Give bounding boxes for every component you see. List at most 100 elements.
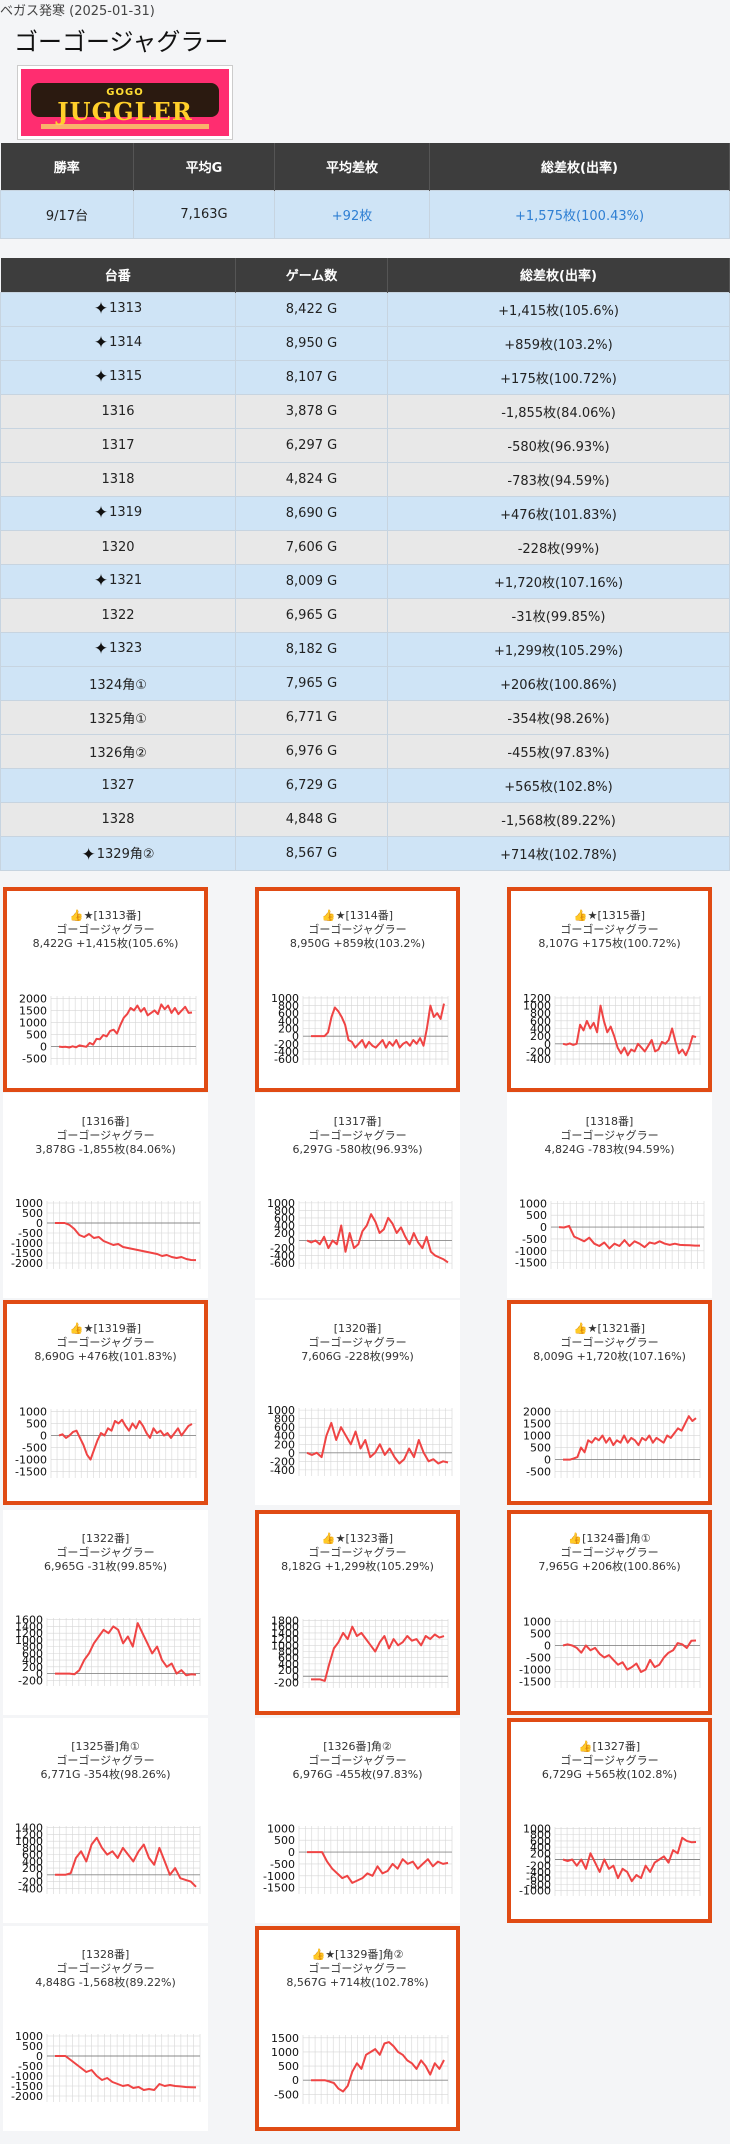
machine-graph-card[interactable]: [1320番] ゴーゴージャグラー 7,606G -228枚(99%) 1000 800… [255, 1300, 460, 1505]
machine-graph-card[interactable]: [1328番] ゴーゴージャグラー 4,848G -1,568枚(89.22%) 10… [3, 1926, 208, 2131]
machine-id: 1320 [101, 539, 135, 555]
table-row[interactable]: ✦1313 8,422 G +1,415枚(105.6%) [0, 291, 730, 327]
machine-graph-card[interactable]: [1316番] ゴーゴージャグラー 3,878G -1,855枚(84.06%) 10… [3, 1093, 208, 1298]
machine-id-cell: 1326角② [0, 733, 236, 769]
table-row[interactable]: 1328 4,848 G -1,568枚(89.22%) [0, 801, 730, 837]
y-tick-label: 2000 [523, 1405, 551, 1418]
machine-diff: +565枚(102.8%) [387, 767, 730, 803]
y-tick-label: 1600 [271, 1621, 299, 1634]
graph-title: [1326番]角② [323, 1740, 392, 1753]
y-tick-label: 1000 [271, 2046, 299, 2059]
table-row[interactable]: 1325角① 6,771 G -354枚(98.26%) [0, 699, 730, 735]
y-tick-label: 0 [40, 1429, 47, 1442]
y-tick-label: 800 [278, 1000, 299, 1013]
y-tick-label: 1000 [271, 1639, 299, 1652]
machine-graph-card[interactable]: [1317番] ゴーゴージャグラー 6,297G -580枚(96.93%) 1000… [255, 1093, 460, 1298]
graph-subtitle: ゴーゴージャグラー [308, 1754, 407, 1767]
machine-games: 6,729 G [235, 767, 388, 803]
y-tick-label: -600 [274, 1053, 299, 1066]
machine-graph-card[interactable]: 👍★[1313番] ゴーゴージャグラー 8,422G +1,415枚(105.6%)… [3, 887, 208, 1092]
y-tick-label: 400 [274, 1430, 295, 1443]
machine-graph-card[interactable]: [1318番] ゴーゴージャグラー 4,824G -783枚(94.59%) 1000… [507, 1093, 712, 1298]
y-tick-label: 600 [530, 1835, 551, 1848]
summary-header-total-diff: 総差枚(出率) [429, 143, 730, 190]
summary-total-diff: +1,575枚(100.43%) [429, 189, 730, 239]
table-row[interactable]: ✦1329角② 8,567 G +714枚(102.78%) [0, 835, 730, 871]
y-tick-label: 1500 [523, 1417, 551, 1430]
machine-diff: +859枚(103.2%) [387, 325, 730, 361]
y-tick-label: -200 [526, 1045, 551, 1058]
y-tick-label: 1500 [19, 1004, 47, 1017]
table-row[interactable]: ✦1319 8,690 G +476枚(101.83%) [0, 495, 730, 531]
machine-graph-card[interactable]: 👍★[1314番] ゴーゴージャグラー 8,950G +859枚(103.2%) 10… [255, 887, 460, 1092]
machine-graph-card[interactable]: 👍★[1315番] ゴーゴージャグラー 8,107G +175枚(100.72%) 1… [507, 887, 712, 1092]
machine-diff: -31枚(99.85%) [387, 597, 730, 633]
graph-subtitle: ゴーゴージャグラー [56, 1754, 155, 1767]
y-tick-label: 1500 [271, 2032, 299, 2045]
table-row[interactable]: ✦1323 8,182 G +1,299枚(105.29%) [0, 631, 730, 667]
table-row[interactable]: 1318 4,824 G -783枚(94.59%) [0, 461, 730, 497]
machine-id: 1319 [109, 504, 143, 520]
machine-graph-card[interactable]: 👍[1324番]角① ゴーゴージャグラー 7,965G +206枚(100.86%)… [507, 1510, 712, 1715]
slump-line [55, 1222, 197, 1262]
table-row[interactable]: ✦1314 8,950 G +859枚(103.2%) [0, 325, 730, 361]
machine-graph-card[interactable]: 👍[1327番] ゴーゴージャグラー 6,729G +565枚(102.8%) 100… [507, 1718, 712, 1923]
table-row[interactable]: 1320 7,606 G -228枚(99%) [0, 529, 730, 565]
y-tick-label: 600 [22, 1849, 43, 1862]
y-tick-label: -200 [18, 1876, 43, 1889]
y-tick-label: -500 [522, 1233, 547, 1246]
graph-stats: 6,297G -580枚(96.93%) [292, 1143, 423, 1156]
table-row[interactable]: 1316 3,878 G -1,855枚(84.06%) [0, 393, 730, 429]
table-row[interactable]: ✦1315 8,107 G +175枚(100.72%) [0, 359, 730, 395]
y-tick-label: 800 [278, 1646, 299, 1659]
y-tick-label: -400 [18, 1882, 43, 1895]
graph-stats: 3,878G -1,855枚(84.06%) [35, 1143, 176, 1156]
machine-id: 1317 [101, 437, 135, 453]
machine-diff: -1,568枚(89.22%) [387, 801, 730, 837]
machine-id-cell: 1316 [0, 393, 236, 429]
y-tick-label: 1200 [523, 992, 551, 1005]
y-tick-label: 1400 [271, 1627, 299, 1640]
y-tick-label: 500 [278, 2060, 299, 2073]
y-tick-label: -1000 [11, 1237, 43, 1250]
y-tick-label: 1800 [271, 1615, 299, 1628]
graph-stats: 4,848G -1,568枚(89.22%) [35, 1976, 176, 1989]
y-tick-label: 400 [22, 1654, 43, 1667]
table-row[interactable]: 1326角② 6,976 G -455枚(97.83%) [0, 733, 730, 769]
table-row[interactable]: 1317 6,297 G -580枚(96.93%) [0, 427, 730, 463]
machine-graph-card[interactable]: 👍★[1319番] ゴーゴージャグラー 8,690G +476枚(101.83%) 1… [3, 1300, 208, 1505]
graph-stats: 8,422G +1,415枚(105.6%) [32, 937, 179, 950]
table-row[interactable]: 1322 6,965 G -31枚(99.85%) [0, 597, 730, 633]
machine-table: 台番 ゲーム数 総差枚(出率) ✦1313 8,422 G +1,415枚(105.… [0, 258, 730, 871]
y-tick-label: -500 [22, 1442, 47, 1455]
graph-caption: 👍★[1321番] ゴーゴージャグラー 8,009G +1,720枚(107.16%… [511, 1322, 708, 1364]
graph-stats: 7,965G +206枚(100.86%) [538, 1560, 681, 1573]
slump-line [558, 1224, 700, 1250]
machine-id: 1322 [101, 607, 135, 623]
graph-title: 👍★[1323番] [321, 1532, 394, 1545]
graph-caption: 👍★[1323番] ゴーゴージャグラー 8,182G +1,299枚(105.29%… [259, 1532, 456, 1574]
y-tick-label: -1000 [519, 1884, 551, 1897]
machine-graph-card[interactable]: [1326番]角② ゴーゴージャグラー 6,976G -455枚(97.83%) 10… [255, 1718, 460, 1923]
graph-subtitle: ゴーゴージャグラー [560, 923, 659, 936]
machine-graph-card[interactable]: 👍★[1323番] ゴーゴージャグラー 8,182G +1,299枚(105.29%… [255, 1510, 460, 1715]
table-row[interactable]: 1327 6,729 G +565枚(102.8%) [0, 767, 730, 803]
y-tick-label: 1000 [267, 1404, 295, 1417]
slump-line [562, 1004, 697, 1057]
graph-title: 👍[1327番] [578, 1740, 641, 1753]
y-tick-label: -500 [526, 1652, 551, 1665]
graph-subtitle: ゴーゴージャグラー [308, 1546, 407, 1559]
table-row[interactable]: 1324角① 7,965 G +206枚(100.86%) [0, 665, 730, 701]
table-row[interactable]: ✦1321 8,009 G +1,720枚(107.16%) [0, 563, 730, 599]
sparkle-icon: ✦ [81, 844, 96, 865]
y-tick-label: 400 [278, 1658, 299, 1671]
machine-graph-card[interactable]: 👍★[1321番] ゴーゴージャグラー 8,009G +1,720枚(107.16%… [507, 1300, 712, 1505]
machine-graph-card[interactable]: [1322番] ゴーゴージャグラー 6,965G -31枚(99.85%) 1600 1… [3, 1510, 208, 1715]
graph-title: [1317番] [333, 1115, 382, 1128]
machine-graph-card[interactable]: 👍★[1329番]角② ゴーゴージャグラー 8,567G +714枚(102.78%… [255, 1926, 460, 2131]
machine-diff: +206枚(100.86%) [387, 665, 730, 701]
machine-graph-card[interactable]: [1325番]角① ゴーゴージャグラー 6,771G -354枚(98.26%) 14… [3, 1718, 208, 1923]
summary-avg-games: 7,163G [133, 189, 275, 239]
